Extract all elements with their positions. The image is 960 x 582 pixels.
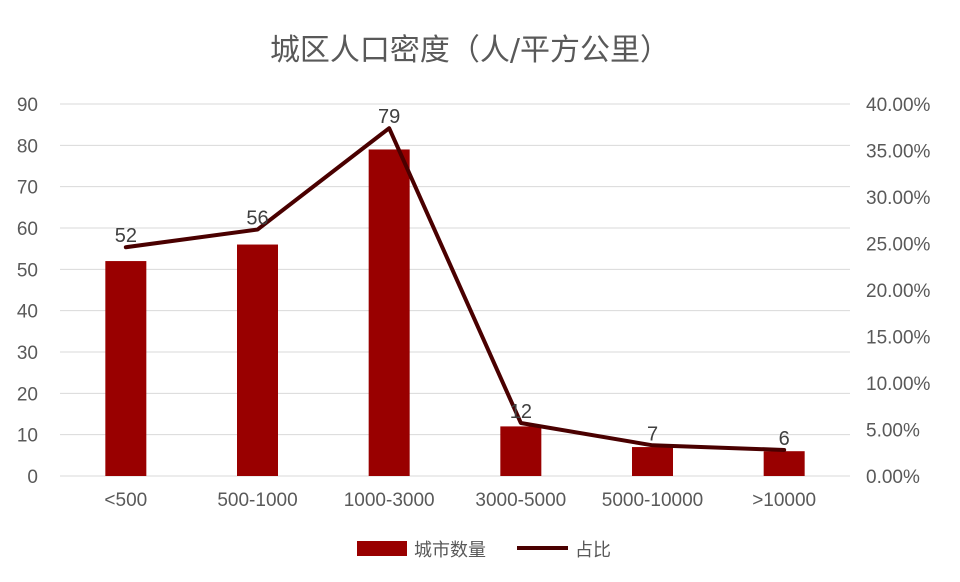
y-axis-left: 0 10 20 30 40 50 60 70 80 90 [17,95,38,488]
legend: 城市数量 占比 [357,540,611,561]
x-tick-label: <500 [104,490,147,511]
bar [500,426,542,476]
y-right-tick-label: 0.00% [866,467,920,488]
data-labels: 52 56 79 12 7 6 [115,106,790,450]
y-right-tick-label: 10.00% [866,374,931,395]
data-label: 52 [115,225,137,247]
y-right-tick-label: 5.00% [866,421,920,442]
x-axis: <500 500-1000 1000-3000 3000-5000 5000-10000… [104,490,816,511]
data-label: 79 [378,106,400,128]
gridlines [60,103,850,477]
data-label: 7 [647,423,658,445]
legend-label-bar: 城市数量 [414,540,486,561]
y-left-tick-label: 0 [27,467,38,488]
y-left-tick-label: 30 [17,343,38,364]
data-label: 6 [779,428,790,450]
series-line [123,126,787,452]
bar [105,261,147,476]
data-label: 56 [246,208,268,230]
x-tick-label: 1000-3000 [344,490,435,511]
y-axis-right: 0.00% 5.00% 10.00% 15.00% 20.00% 25.00% 30.00%… [866,95,931,488]
y-right-tick-label: 35.00% [866,142,931,163]
bar [632,447,673,476]
x-tick-label: 500-1000 [217,490,297,511]
bar [763,451,805,476]
y-right-tick-label: 15.00% [866,328,931,349]
x-tick-label: >10000 [752,490,816,511]
bar [237,244,278,476]
y-left-tick-label: 90 [17,95,38,116]
legend-swatch-bar [357,541,407,556]
x-tick-label: 3000-5000 [475,490,566,511]
y-left-tick-label: 10 [17,426,38,447]
y-right-tick-label: 20.00% [866,281,931,302]
y-right-tick-label: 30.00% [866,188,931,209]
y-left-tick-label: 20 [17,384,38,405]
y-left-tick-label: 50 [17,260,38,281]
line-series [123,126,787,452]
bar [368,149,410,476]
legend-label-line: 占比 [575,540,611,561]
y-left-tick-label: 70 [17,178,38,199]
x-tick-label: 5000-10000 [602,490,703,511]
data-label: 12 [510,401,532,423]
y-left-tick-label: 60 [17,219,38,240]
bar-series [105,149,805,476]
y-left-tick-label: 40 [17,302,38,323]
chart-title: 城区人口密度（人/平方公里） [270,33,670,68]
y-right-tick-label: 40.00% [866,95,931,116]
y-left-tick-label: 80 [17,136,38,157]
y-right-tick-label: 25.00% [866,235,931,256]
